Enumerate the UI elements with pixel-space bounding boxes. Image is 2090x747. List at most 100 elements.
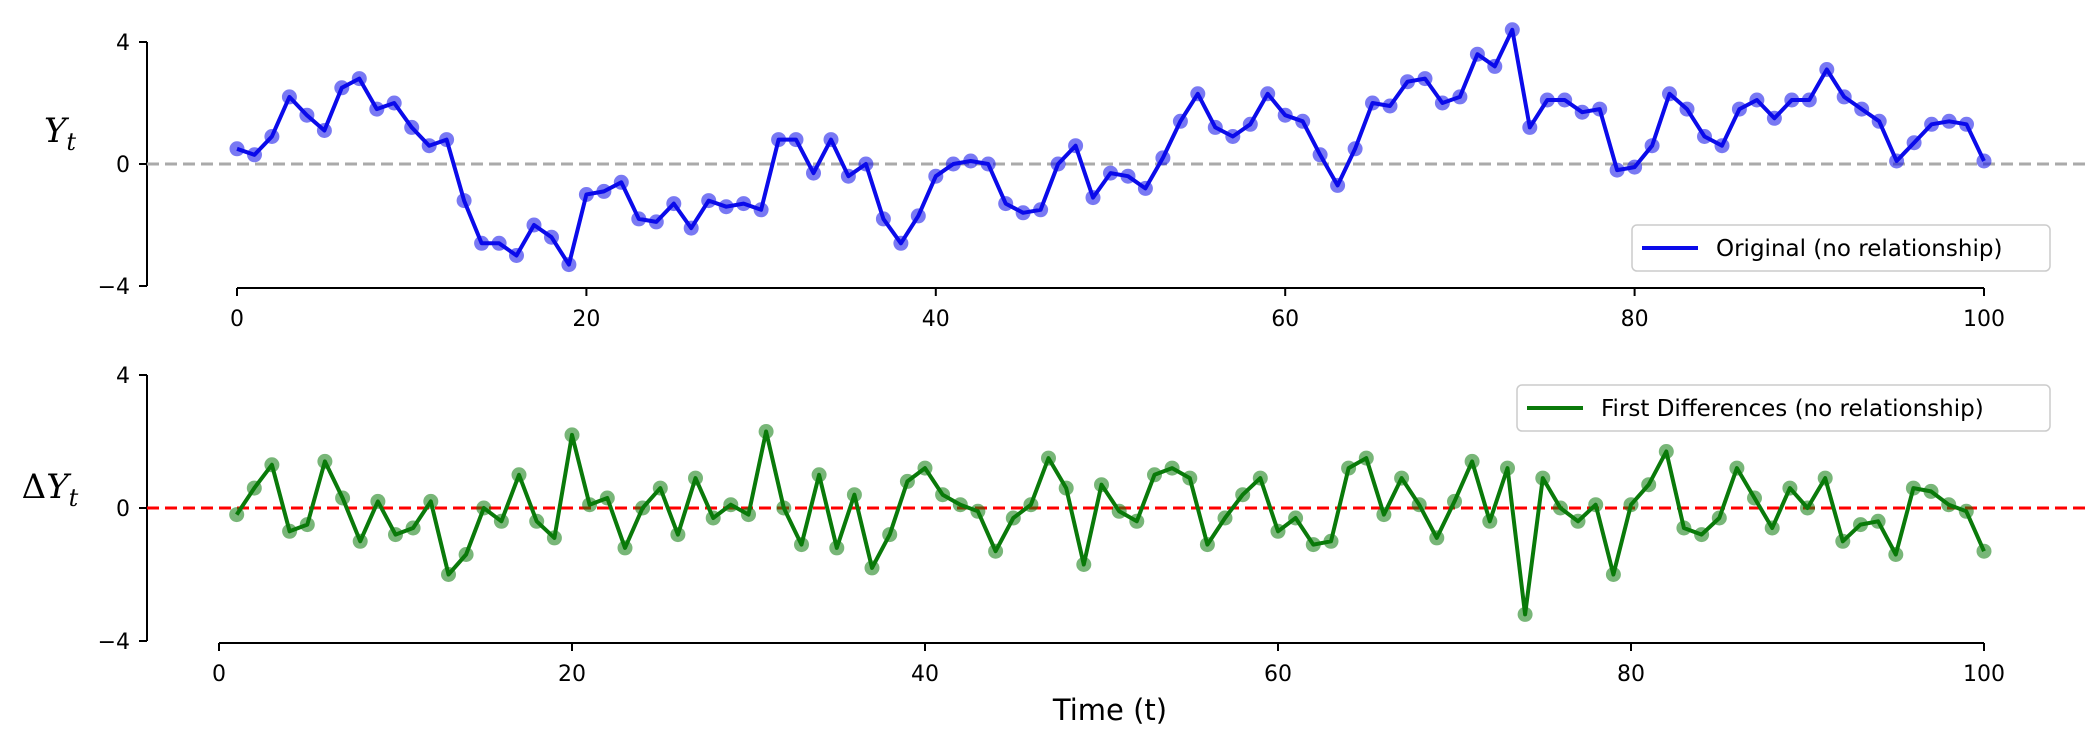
data-point [928,168,944,184]
data-point [998,196,1014,212]
data-point [404,119,420,135]
data-point [613,174,629,190]
data-point [1312,147,1328,163]
data-point [1679,101,1695,117]
x-tick-label: 60 [1264,662,1292,687]
data-point [1888,547,1904,562]
data-point [988,543,1004,559]
data-point [282,523,298,539]
data-point [246,480,262,496]
data-point [1641,477,1657,493]
data-point [264,129,280,144]
x-tick-label: 100 [1963,307,2005,332]
data-point [458,547,474,562]
data-point [1469,46,1485,62]
data-point [1252,470,1268,486]
data-point [935,487,951,503]
y-ticks: 4 0 −4 [98,31,147,300]
data-point [352,533,368,549]
data-point [1976,543,1992,559]
data-point [1976,153,1992,169]
data-point [1429,530,1445,546]
y-ticks: 4 0 −4 [98,364,147,655]
data-point [526,217,542,233]
data-point [1341,460,1357,476]
data-point [1854,101,1870,117]
data-point [1005,510,1021,526]
data-point [421,138,437,154]
data-point [1103,165,1118,181]
data-point [1731,101,1747,117]
data-point [758,424,774,439]
y-tick-label: −4 [98,275,130,300]
data-point [1434,95,1450,111]
data-point [1242,116,1258,132]
data-point [386,95,402,111]
legend: Original (no relationship) [1631,224,2051,272]
data-point [1557,92,1573,108]
data-point [1905,480,1921,496]
data-point [1924,116,1940,132]
data-point [980,156,996,172]
data-point [829,540,845,556]
data-point [1801,92,1817,108]
data-point [1574,104,1590,120]
data-point [509,248,524,263]
data-point [1605,567,1621,582]
data-point [864,560,880,576]
data-point [1277,107,1293,123]
data-point [1015,205,1031,221]
data-point [1400,74,1415,90]
legend-label: First Differences (no relationship) [1601,396,1984,422]
data-point [370,493,386,509]
data-point [945,156,961,172]
data-point [1147,467,1162,483]
data-point [1050,156,1066,172]
data-point [753,202,769,218]
data-point [1235,487,1251,503]
data-point [1111,503,1127,519]
data-point [599,490,615,506]
data-point [1041,450,1056,466]
data-point [1500,460,1515,476]
data-point [1023,497,1039,513]
data-point [1464,453,1480,469]
data-point [1288,510,1304,526]
data-point [1172,113,1188,129]
y-tick-label: 4 [116,364,130,389]
legend: First Differences (no relationship) [1516,384,2051,432]
data-point [705,510,721,526]
data-point [1800,500,1815,516]
data-point [1676,520,1692,536]
data-point [1068,138,1084,154]
data-point [1747,490,1762,506]
data-point [811,467,827,483]
data-point [893,235,909,251]
data-point [670,527,686,543]
data-point [952,497,968,513]
y-axis-label: Yt [44,111,76,156]
data-point [963,153,979,169]
data-point [1522,119,1538,135]
data-point [771,132,787,148]
data-point [1623,497,1639,513]
data-point [1155,150,1171,166]
data-point [1358,450,1374,466]
data-point [1129,513,1145,529]
data-point [1539,92,1555,108]
data-point [561,257,577,273]
data-point [1552,500,1568,516]
data-point [1817,470,1833,486]
data-point [666,196,682,212]
data-point [1447,493,1462,509]
legend-label: Original (no relationship) [1716,236,2002,262]
data-point [1225,129,1241,144]
data-point [806,165,821,181]
data-point [423,493,439,509]
data-point [1033,202,1049,218]
data-point [635,500,651,516]
x-tick-label: 20 [558,662,586,687]
data-point [1417,71,1433,87]
data-point [544,229,559,245]
y-tick-label: −4 [98,630,130,655]
